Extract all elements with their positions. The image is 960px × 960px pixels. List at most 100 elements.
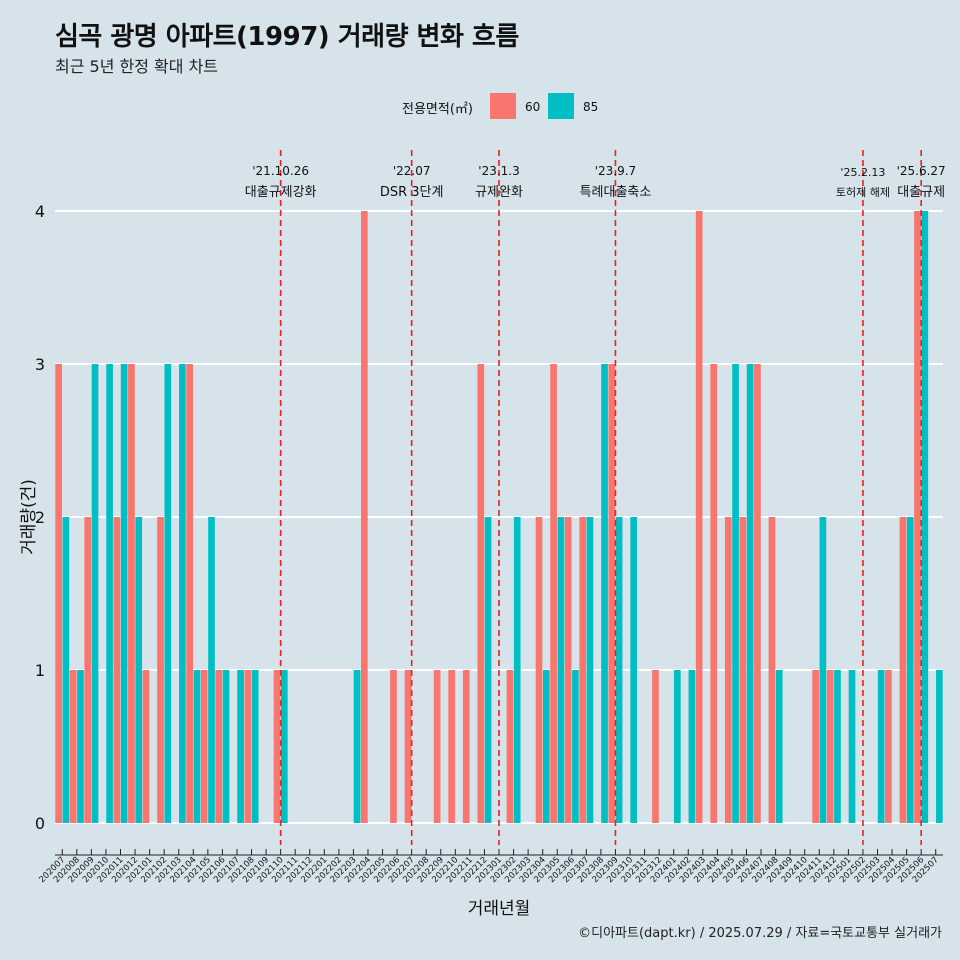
event-name-label: 대출규제강화 [245,185,317,200]
bar-60-202009 [84,517,92,823]
event-name-label: 대출규제 [897,185,945,200]
bar-60-202204 [361,211,368,823]
event-name-label: 특례대출축소 [580,185,652,200]
bar-60-202305 [550,364,557,823]
chart-title: 심곡 광명 아파트(1997) 거래량 변화 흐름 [55,22,519,52]
bar-85-202411 [819,517,827,823]
bar-60-202304 [535,517,543,823]
y-tick-label: 4 [35,202,45,221]
bar-85-202102 [164,364,172,823]
bar-60-202404 [710,364,718,823]
bar-60-202011 [113,517,121,823]
bar-85-202304 [542,670,550,823]
bar-85-202106 [222,670,230,823]
bar-60-202106 [215,670,223,823]
y-tick-label: 1 [35,661,45,680]
bar-85-202203 [353,670,361,823]
bar-85-202406 [746,364,754,823]
bar-60-202108 [244,670,252,823]
bar-60-202101 [142,670,150,823]
y-tick-label: 3 [35,355,45,374]
bar-60-202412 [826,670,834,823]
bar-85-202007 [62,517,70,823]
bar-85-202009 [91,364,99,823]
bar-85-202107 [237,670,244,823]
x-axis-title: 거래년월 [468,899,531,919]
bar-85-202501 [848,670,856,823]
event-name-label: DSR 3단계 [380,185,444,200]
legend-swatch-85 [548,93,574,119]
bar-85-202402 [688,670,696,823]
bar-85-202011 [120,364,128,823]
y-tick-label: 0 [35,814,45,833]
bar-85-202105 [208,517,215,823]
bar-85-202408 [775,670,783,823]
y-tick-label: 2 [35,508,45,527]
bar-60-202105 [200,670,208,823]
event-date-label: '21.10.26 [252,164,309,178]
bar-60-202209 [433,670,441,823]
bar-60-202207 [404,670,412,823]
bar-60-202008 [69,670,77,823]
event-name-label: 토허제 해제 [836,185,890,199]
bar-60-202012 [128,364,135,823]
bar-85-202412 [834,670,841,823]
bar-60-202211 [462,670,470,823]
bar-60-202403 [695,211,703,823]
bar-85-202309 [615,517,623,823]
bar-85-202306 [572,670,579,823]
bar-60-202306 [564,517,572,823]
bar-60-202206 [390,670,397,823]
chart-subtitle: 최근 5년 한정 확대 차트 [55,57,219,76]
event-date-label: '25.2.13 [840,166,885,179]
event-name-label: 규제완화 [475,185,523,200]
bar-85-202012 [135,517,143,823]
bar-60-202405 [724,517,732,823]
bar-60-202007 [55,364,62,823]
bar-60-202212 [477,364,485,823]
bar-85-202405 [732,364,739,823]
caption: ©디아파트(dapt.kr) / 2025.07.29 / 자료=국토교통부 실… [578,926,942,941]
bar-85-202506 [921,211,929,823]
bar-60-202104 [186,364,193,823]
bar-85-202310 [630,517,637,823]
bar-60-202309 [608,364,616,823]
bar-85-202507 [936,670,943,823]
legend-swatch-60 [490,93,516,119]
bar-60-202302 [506,670,514,823]
event-date-label: '23.1.3 [478,164,519,178]
bar-60-202408 [768,517,776,823]
event-date-label: '25.6.27 [897,164,946,178]
bar-85-202110 [280,670,288,823]
legend-label-60: 60 [525,100,541,114]
bar-60-202504 [885,670,892,823]
bar-60-202407 [754,364,761,823]
bar-60-202307 [579,517,587,823]
bar-60-202505 [899,517,907,823]
bar-85-202401 [673,670,681,823]
bar-60-202411 [812,670,819,823]
bar-85-202010 [106,364,113,823]
y-axis-title: 거래량(건) [19,479,39,555]
bar-85-202212 [484,517,492,823]
event-date-label: '22.07 [393,164,431,178]
bar-85-202103 [179,364,186,823]
legend-label-85: 85 [583,100,599,114]
bar-85-202305 [557,517,565,823]
bar-85-202308 [601,364,608,823]
bar-60-202506 [914,211,921,823]
bar-60-202312 [652,670,659,823]
bar-85-202503 [877,670,885,823]
legend: 전용면적(㎡) 60 85 [0,92,960,122]
legend-title: 전용면적(㎡) [402,102,473,117]
bar-85-202505 [906,517,914,823]
bar-85-202104 [193,670,201,823]
bar-60-202406 [739,517,747,823]
bar-60-202102 [157,517,164,823]
bar-85-202307 [586,517,594,823]
bar-60-202110 [273,670,281,823]
bar-85-202302 [513,517,521,823]
event-date-label: '23.9.7 [595,164,636,178]
bar-85-202108 [251,670,259,823]
